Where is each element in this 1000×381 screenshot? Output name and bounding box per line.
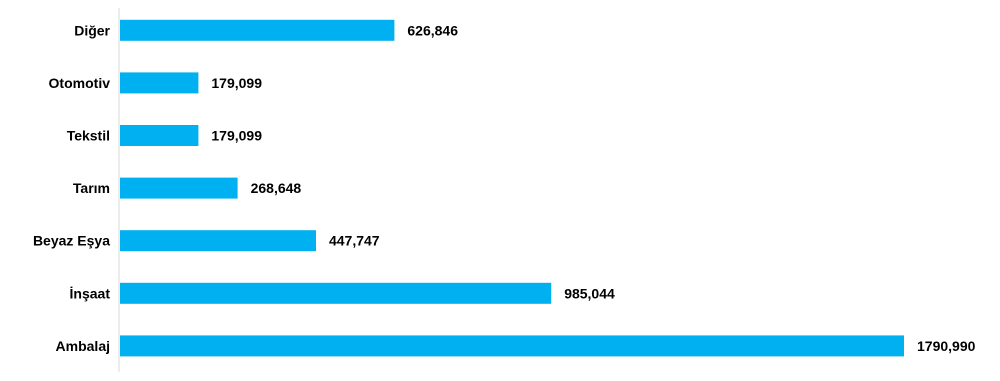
bar-0 — [120, 19, 395, 41]
category-label-0: Diğer — [74, 22, 110, 38]
category-label-1: Otomotiv — [49, 75, 111, 91]
value-label-4: 447,747 — [329, 233, 380, 249]
value-label-2: 179,099 — [211, 128, 262, 144]
bar-5 — [120, 282, 552, 304]
value-label-0: 626,846 — [407, 22, 458, 38]
category-labels-layer: Diğer Otomotiv Tekstil Tarım Beyaz Eşya İnşaa… — [33, 22, 111, 354]
category-label-3: Tarım — [73, 180, 110, 196]
value-label-5: 985,044 — [564, 285, 615, 301]
category-label-6: Ambalaj — [56, 338, 110, 354]
category-label-4: Beyaz Eşya — [33, 233, 110, 249]
value-label-6: 1790,990 — [917, 338, 976, 354]
bar-4 — [120, 230, 316, 252]
bar-6 — [120, 335, 904, 357]
category-label-5: İnşaat — [70, 285, 111, 301]
category-label-2: Tekstil — [67, 128, 110, 144]
value-labels-layer: 626,846 179,099 179,099 268,648 447,747 985,0… — [211, 22, 975, 354]
bars-layer — [120, 19, 904, 357]
bar-2 — [120, 125, 199, 146]
bar-3 — [120, 177, 238, 199]
value-label-3: 268,648 — [251, 180, 302, 196]
value-label-1: 179,099 — [211, 75, 262, 91]
bar-1 — [120, 72, 199, 94]
